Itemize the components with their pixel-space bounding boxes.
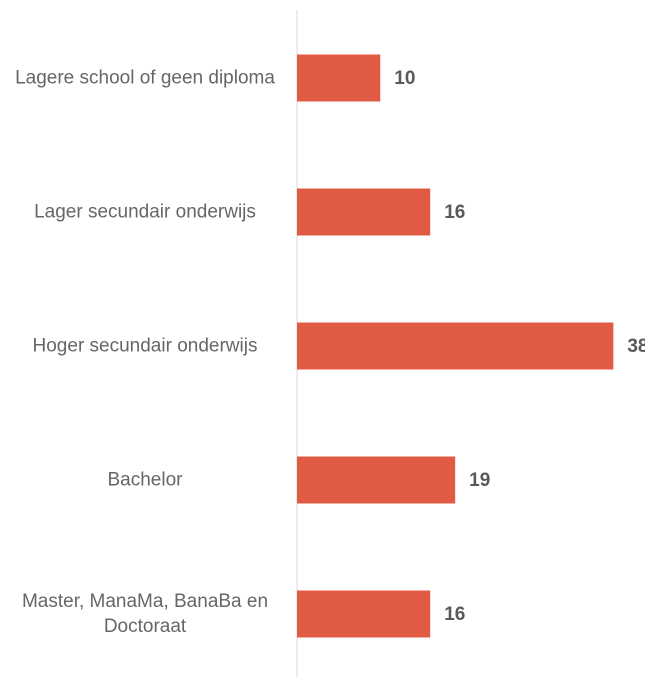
value-label: 19 bbox=[469, 470, 490, 491]
category-label: Lagere school of geen diploma bbox=[15, 67, 275, 89]
value-label: 10 bbox=[394, 68, 415, 89]
bar bbox=[297, 456, 456, 504]
value-label: 38 bbox=[627, 336, 645, 357]
value-label: 16 bbox=[444, 604, 465, 625]
bar bbox=[297, 590, 431, 638]
category-label: Bachelor bbox=[107, 469, 183, 491]
category-label: Master, ManaMa, BanaBa en Doctoraat bbox=[21, 591, 269, 637]
bar bbox=[297, 322, 614, 370]
bar bbox=[297, 54, 381, 102]
bar bbox=[297, 188, 431, 236]
category-label: Lager secundair onderwijs bbox=[34, 201, 256, 223]
value-label: 16 bbox=[444, 202, 465, 223]
category-label: Hoger secundair onderwijs bbox=[32, 335, 258, 357]
